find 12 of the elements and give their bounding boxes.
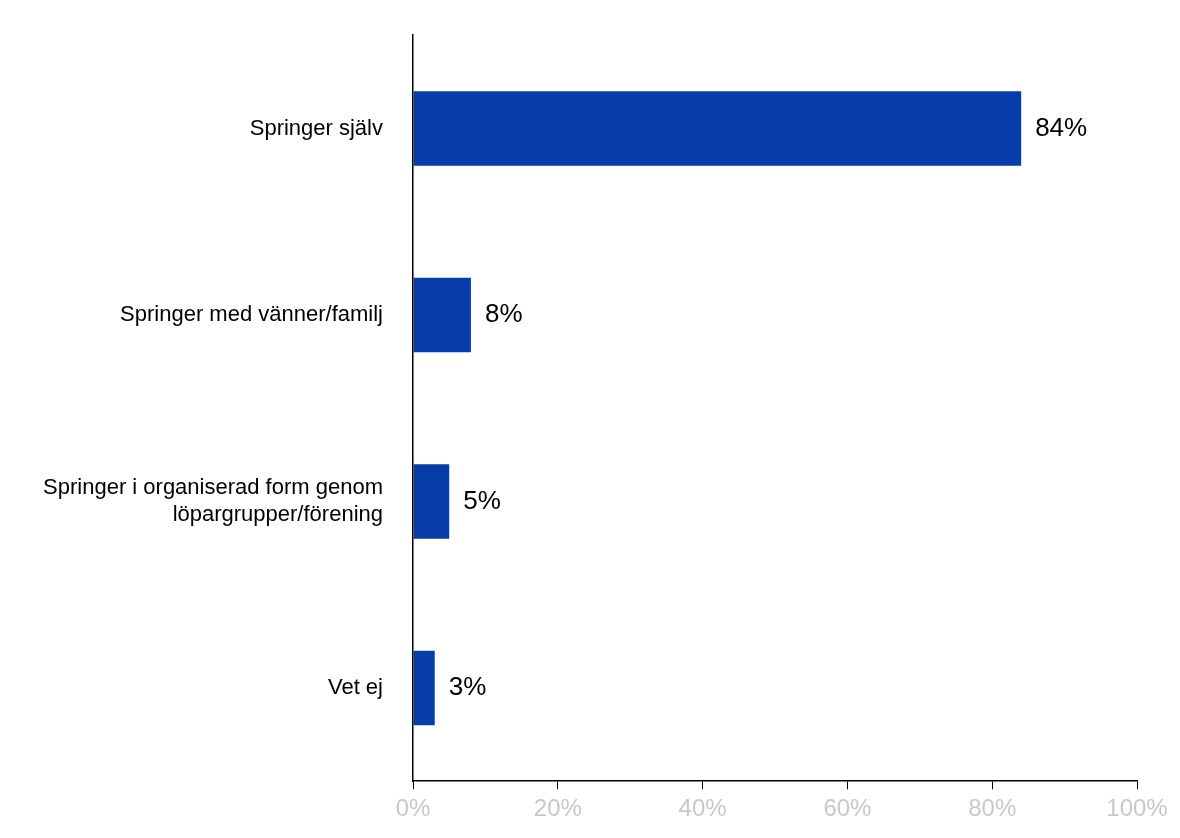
y-tick-label: Springer själv (249, 114, 383, 140)
y-tick-label: Springer i organiserad form genom löpargrupper/förening (43, 474, 383, 526)
bar (413, 650, 435, 726)
data-label: 8% (484, 298, 523, 329)
y-tick-label: Vet ej (327, 674, 383, 700)
data-label: 84% (1035, 111, 1088, 142)
data-label: 3% (448, 671, 487, 702)
y-tick-label: Springer med vänner/familj (120, 301, 383, 327)
bar (413, 277, 471, 353)
bar (413, 91, 1022, 166)
data-label: 5% (463, 484, 501, 515)
bar (413, 464, 450, 539)
